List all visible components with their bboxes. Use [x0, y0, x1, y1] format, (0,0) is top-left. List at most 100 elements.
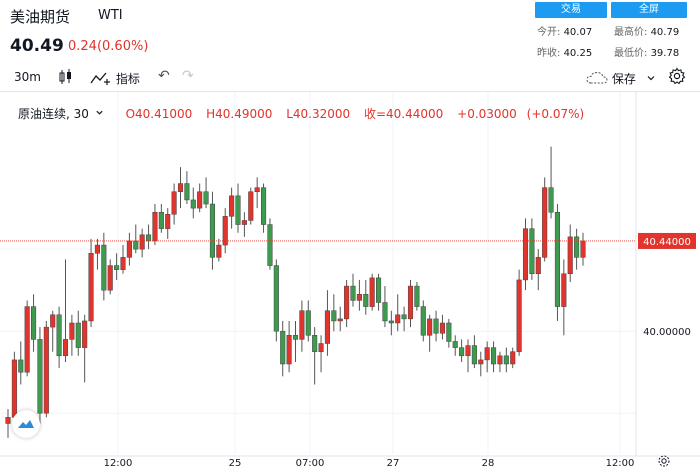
- candle-body: [452, 341, 458, 348]
- candle: [580, 232, 586, 266]
- candle: [312, 327, 318, 385]
- candle-body: [439, 322, 445, 334]
- candle-body: [292, 335, 299, 340]
- candle-body: [126, 240, 132, 258]
- candle: [535, 249, 541, 291]
- low-value: 39.78: [650, 48, 680, 59]
- indicator-label: 指标: [115, 72, 140, 86]
- candle: [261, 183, 267, 233]
- candle: [542, 177, 548, 262]
- candle-body: [471, 345, 477, 365]
- instrument-symbol: WTI: [98, 8, 123, 23]
- candle: [216, 238, 222, 262]
- candle: [69, 314, 75, 356]
- save-button[interactable]: 保存: [586, 70, 656, 87]
- candle-body: [580, 240, 586, 258]
- candle-body: [363, 294, 369, 307]
- candle: [75, 310, 81, 356]
- candle-body: [356, 294, 362, 301]
- candle: [50, 310, 56, 352]
- candle-body: [75, 322, 81, 348]
- candle-body: [254, 187, 260, 192]
- indicator-button[interactable]: 指标: [90, 70, 140, 87]
- candle: [337, 306, 343, 332]
- gear-icon[interactable]: [668, 67, 686, 88]
- candle-body: [18, 359, 24, 373]
- candle-body: [459, 347, 465, 357]
- tradingview-logo-button[interactable]: [12, 410, 40, 438]
- legend-low: L40.32000: [286, 107, 351, 121]
- candle: [561, 259, 567, 336]
- candle-body: [229, 195, 235, 217]
- candle-body: [216, 244, 222, 258]
- candle: [286, 320, 292, 373]
- candle-body: [350, 285, 356, 301]
- candle-body: [318, 343, 324, 352]
- chart-toolbar: 30m 指标 ↶ ↷ 保存: [0, 64, 700, 92]
- price-chart[interactable]: 40.44000 40.00000 12:00 25 07:00 27 28 12:00 原油…: [0, 92, 700, 474]
- candle: [235, 183, 241, 233]
- candle: [190, 187, 196, 219]
- open-value: 40.07: [563, 27, 593, 38]
- candlestick-icon[interactable]: [58, 68, 74, 89]
- candlestick-chart[interactable]: 40.44000 40.00000 12:00 25 07:00 27 28 12:00: [0, 92, 700, 474]
- chevron-down-icon[interactable]: [95, 108, 104, 117]
- candle-body: [299, 310, 305, 340]
- candle-body: [420, 306, 426, 336]
- candle-body: [446, 322, 452, 342]
- candle: [554, 204, 560, 321]
- candle: [548, 146, 554, 219]
- candle-body: [50, 314, 56, 328]
- candle: [177, 167, 184, 209]
- candle: [222, 208, 228, 254]
- candle: [574, 228, 580, 270]
- candle-body: [337, 318, 343, 322]
- candle: [497, 351, 503, 373]
- candle: [184, 171, 190, 205]
- candle: [414, 281, 420, 311]
- candle: [18, 341, 24, 385]
- interval-selector[interactable]: 30m: [14, 70, 41, 84]
- legend-high: H40.49000: [206, 107, 273, 121]
- candle-body: [561, 273, 567, 307]
- last-price: 40.49: [10, 36, 64, 56]
- candle: [24, 300, 30, 377]
- candle: [388, 310, 394, 336]
- candle: [120, 245, 126, 274]
- candle-body: [62, 339, 69, 357]
- candle-body: [101, 244, 107, 291]
- chevron-down-icon[interactable]: [646, 73, 656, 83]
- gear-icon: [658, 455, 670, 467]
- undo-icon[interactable]: ↶: [158, 68, 170, 84]
- candle: [126, 232, 132, 266]
- candle: [94, 238, 100, 270]
- candle: [273, 259, 279, 342]
- candle: [197, 183, 203, 213]
- instrument-title: 美油期货: [10, 8, 71, 26]
- redo-icon[interactable]: ↷: [182, 68, 194, 84]
- candle-body: [478, 359, 484, 365]
- candle-body: [24, 306, 30, 373]
- candle-body: [286, 335, 292, 365]
- candle: [503, 347, 509, 373]
- candle: [401, 306, 407, 332]
- candle-body: [5, 417, 11, 424]
- candle-body: [305, 310, 311, 336]
- candle-body: [465, 345, 471, 357]
- fullscreen-button[interactable]: 全屏: [611, 2, 687, 18]
- candle-body: [171, 191, 177, 215]
- candle: [101, 232, 107, 301]
- trade-button[interactable]: 交易: [535, 2, 607, 18]
- candle-body: [248, 191, 254, 221]
- candle-body: [567, 236, 573, 275]
- candle: [471, 335, 477, 369]
- cloud-icon: [586, 71, 608, 84]
- legend-change: +0.03000: [457, 107, 517, 121]
- candle-body: [209, 203, 215, 258]
- candle-body: [165, 214, 171, 229]
- time-tick-label: 28: [482, 458, 495, 469]
- candle: [152, 204, 158, 246]
- candle: [209, 191, 215, 270]
- candle-body: [11, 359, 17, 418]
- price-tick-label: 40.00000: [643, 327, 691, 338]
